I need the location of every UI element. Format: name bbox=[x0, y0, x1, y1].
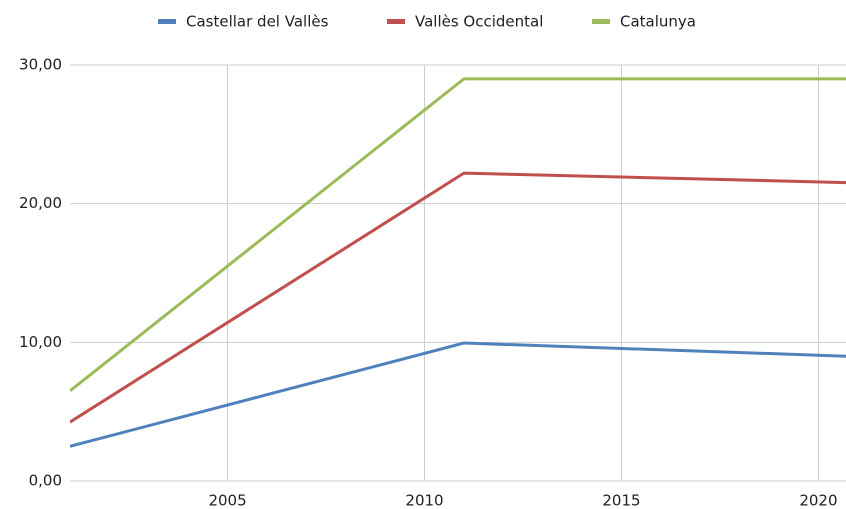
y-tick-label: 10,00 bbox=[19, 333, 62, 351]
y-tick-label: 30,00 bbox=[19, 56, 62, 74]
y-tick-label: 0,00 bbox=[29, 472, 62, 490]
series-line bbox=[70, 171, 846, 424]
x-tick-label: 2005 bbox=[208, 492, 246, 509]
y-tick-label: 20,00 bbox=[19, 194, 62, 212]
legend-label: Vallès Occidental bbox=[415, 13, 543, 31]
grid bbox=[70, 64, 846, 482]
legend: Castellar del Vallès Vallès Occidental Cat… bbox=[158, 13, 696, 31]
legend-swatch bbox=[592, 19, 610, 24]
x-tick-label: 2010 bbox=[405, 492, 443, 509]
legend-swatch bbox=[158, 19, 176, 24]
x-tick-label: 2015 bbox=[602, 492, 640, 509]
x-tick-label: 2020 bbox=[799, 492, 837, 509]
series-line bbox=[70, 77, 846, 393]
legend-label: Castellar del Vallès bbox=[186, 13, 329, 31]
plot-lines bbox=[70, 77, 846, 448]
legend-swatch bbox=[387, 19, 405, 24]
series-line bbox=[70, 341, 846, 448]
legend-label: Catalunya bbox=[620, 13, 696, 31]
